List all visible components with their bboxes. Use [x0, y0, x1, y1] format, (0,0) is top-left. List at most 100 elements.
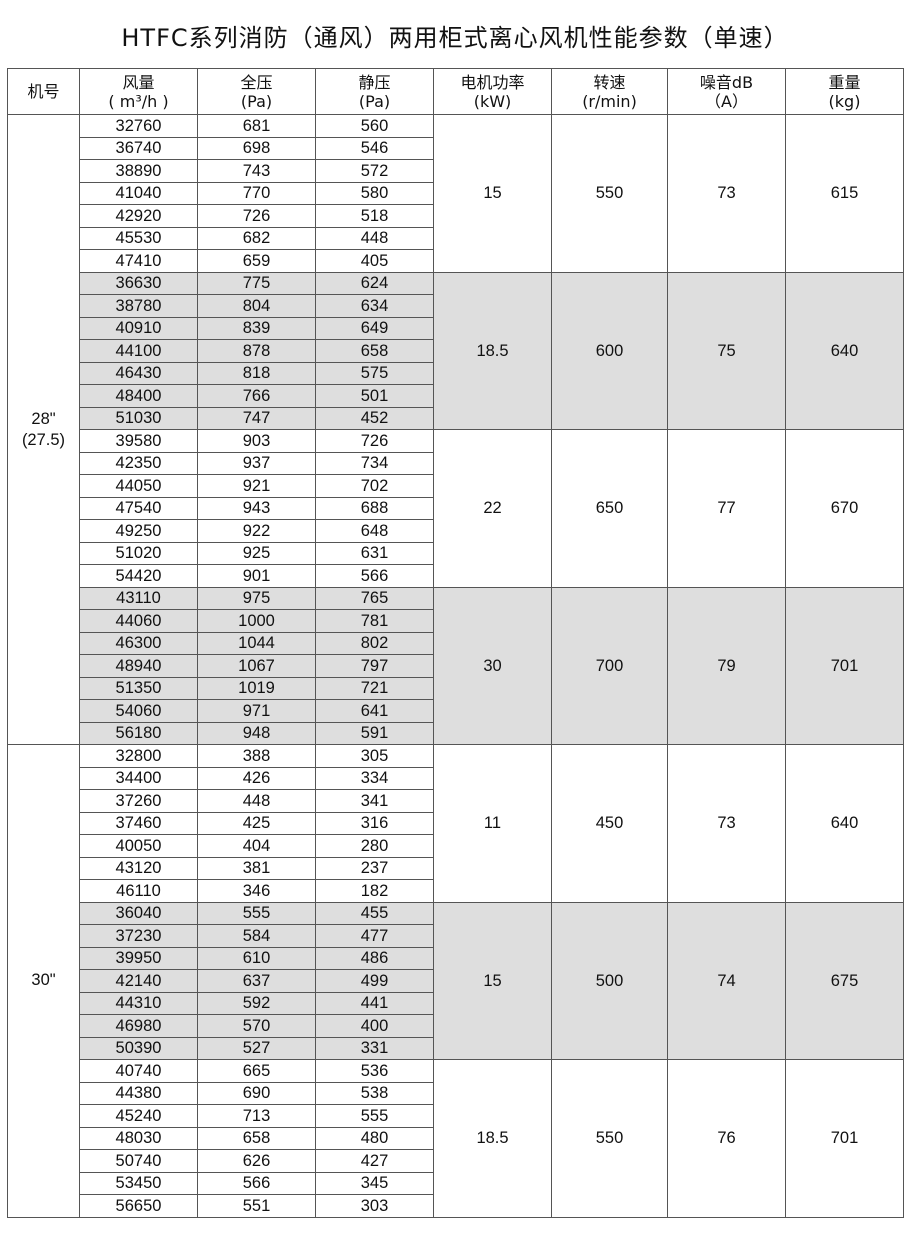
static-pressure-cell: 501 — [315, 384, 434, 408]
total-pressure-cell: 584 — [197, 924, 316, 948]
total-pressure-cell: 388 — [197, 744, 316, 768]
header-airflow: 风量( m³/h ) — [79, 68, 198, 115]
static-pressure-cell: 575 — [315, 361, 434, 385]
total-pressure-cell: 566 — [197, 1171, 316, 1195]
static-pressure-cell: 566 — [315, 564, 434, 588]
header-model: 机号 — [7, 68, 80, 115]
table-row: 50740 626 427 — [8, 1149, 904, 1173]
table-row: 40740 665 536 18.5 550 76 701 — [8, 1059, 904, 1218]
table-row: 48030 658 480 — [8, 1126, 904, 1150]
total-pressure-cell: 425 — [197, 811, 316, 835]
total-pressure-cell: 948 — [197, 721, 316, 745]
static-pressure-cell: 499 — [315, 969, 434, 993]
airflow-cell: 40740 — [79, 1059, 198, 1083]
total-pressure-cell: 839 — [197, 316, 316, 340]
table-row: 39950 610 486 — [8, 946, 904, 970]
static-pressure-cell: 572 — [315, 159, 434, 183]
table-row: 42920 726 518 — [8, 204, 904, 228]
static-pressure-cell: 797 — [315, 654, 434, 678]
table-row: 51350 1019 721 — [8, 676, 904, 700]
noise-cell: 73 — [667, 744, 786, 903]
total-pressure-cell: 770 — [197, 181, 316, 205]
total-pressure-cell: 1044 — [197, 631, 316, 655]
airflow-cell: 46300 — [79, 631, 198, 655]
airflow-cell: 47410 — [79, 249, 198, 273]
table-row: 56180 948 591 — [8, 721, 904, 745]
table-row: 36630 775 624 18.5 600 75 640 — [8, 271, 904, 430]
total-pressure-cell: 937 — [197, 451, 316, 475]
airflow-cell: 37460 — [79, 811, 198, 835]
table-row: 40050 404 280 — [8, 834, 904, 858]
static-pressure-cell: 702 — [315, 474, 434, 498]
weight-cell: 615 — [785, 114, 904, 273]
static-pressure-cell: 591 — [315, 721, 434, 745]
header-label: 机号 — [27, 82, 60, 101]
table-row: 56650 551 303 — [8, 1194, 904, 1218]
static-pressure-cell: 280 — [315, 834, 434, 858]
table-row: 36040 555 455 15 500 74 675 — [8, 901, 904, 1060]
header-row: 机号 风量( m³/h ) 全压 (Pa) 静压 (Pa) 电机功率 (kW) 转速 (r/min… — [7, 68, 904, 115]
airflow-cell: 46430 — [79, 361, 198, 385]
airflow-cell: 37260 — [79, 789, 198, 813]
airflow-cell: 48940 — [79, 654, 198, 678]
header-speed: 转速 (r/min) — [551, 68, 668, 115]
airflow-cell: 56180 — [79, 721, 198, 745]
speed-cell: 500 — [551, 901, 668, 1060]
static-pressure-cell: 560 — [315, 114, 434, 138]
total-pressure-cell: 698 — [197, 136, 316, 160]
airflow-cell: 41040 — [79, 181, 198, 205]
table-body: 28" (27.5) 32760 681 560 15 550 73 615 36740 698 54… — [7, 114, 904, 1218]
airflow-cell: 44060 — [79, 609, 198, 633]
total-pressure-cell: 626 — [197, 1149, 316, 1173]
static-pressure-cell: 345 — [315, 1171, 434, 1195]
weight-cell: 640 — [785, 271, 904, 430]
static-pressure-cell: 334 — [315, 766, 434, 790]
total-pressure-cell: 665 — [197, 1059, 316, 1083]
model-number: 28" — [31, 409, 56, 428]
airflow-cell: 36040 — [79, 901, 198, 925]
static-pressure-cell: 303 — [315, 1194, 434, 1218]
total-pressure-cell: 903 — [197, 429, 316, 453]
total-pressure-cell: 743 — [197, 159, 316, 183]
static-pressure-cell: 477 — [315, 924, 434, 948]
static-pressure-cell: 765 — [315, 586, 434, 610]
noise-cell: 77 — [667, 429, 786, 588]
static-pressure-cell: 331 — [315, 1036, 434, 1060]
table-row: 36740 698 546 — [8, 136, 904, 160]
weight-cell: 640 — [785, 744, 904, 903]
header-label: 风量 — [122, 72, 155, 92]
speed-cell: 700 — [551, 586, 668, 745]
total-pressure-cell: 921 — [197, 474, 316, 498]
weight-cell: 670 — [785, 429, 904, 588]
airflow-cell: 42350 — [79, 451, 198, 475]
header-weight: 重量 (kg) — [785, 68, 904, 115]
total-pressure-cell: 404 — [197, 834, 316, 858]
table-row: 44050 921 702 — [8, 474, 904, 498]
static-pressure-cell: 634 — [315, 294, 434, 318]
motor-power-cell: 18.5 — [433, 271, 552, 430]
total-pressure-cell: 637 — [197, 969, 316, 993]
header-motor-power: 电机功率 (kW) — [433, 68, 552, 115]
total-pressure-cell: 346 — [197, 879, 316, 903]
table-row: 50390 527 331 — [8, 1036, 904, 1060]
airflow-cell: 32800 — [79, 744, 198, 768]
motor-power-cell: 30 — [433, 586, 552, 745]
airflow-cell: 51350 — [79, 676, 198, 700]
airflow-cell: 39950 — [79, 946, 198, 970]
total-pressure-cell: 943 — [197, 496, 316, 520]
airflow-cell: 44310 — [79, 991, 198, 1015]
header-unit: （A） — [705, 91, 748, 111]
table-row: 34400 426 334 — [8, 766, 904, 790]
total-pressure-cell: 726 — [197, 204, 316, 228]
table-row: 42350 937 734 — [8, 451, 904, 475]
airflow-cell: 34400 — [79, 766, 198, 790]
static-pressure-cell: 518 — [315, 204, 434, 228]
table-row: 37460 425 316 — [8, 811, 904, 835]
table-row: 43120 381 237 — [8, 856, 904, 880]
static-pressure-cell: 486 — [315, 946, 434, 970]
static-pressure-cell: 427 — [315, 1149, 434, 1173]
airflow-cell: 51030 — [79, 406, 198, 430]
airflow-cell: 40910 — [79, 316, 198, 340]
total-pressure-cell: 818 — [197, 361, 316, 385]
motor-power-cell: 11 — [433, 744, 552, 903]
